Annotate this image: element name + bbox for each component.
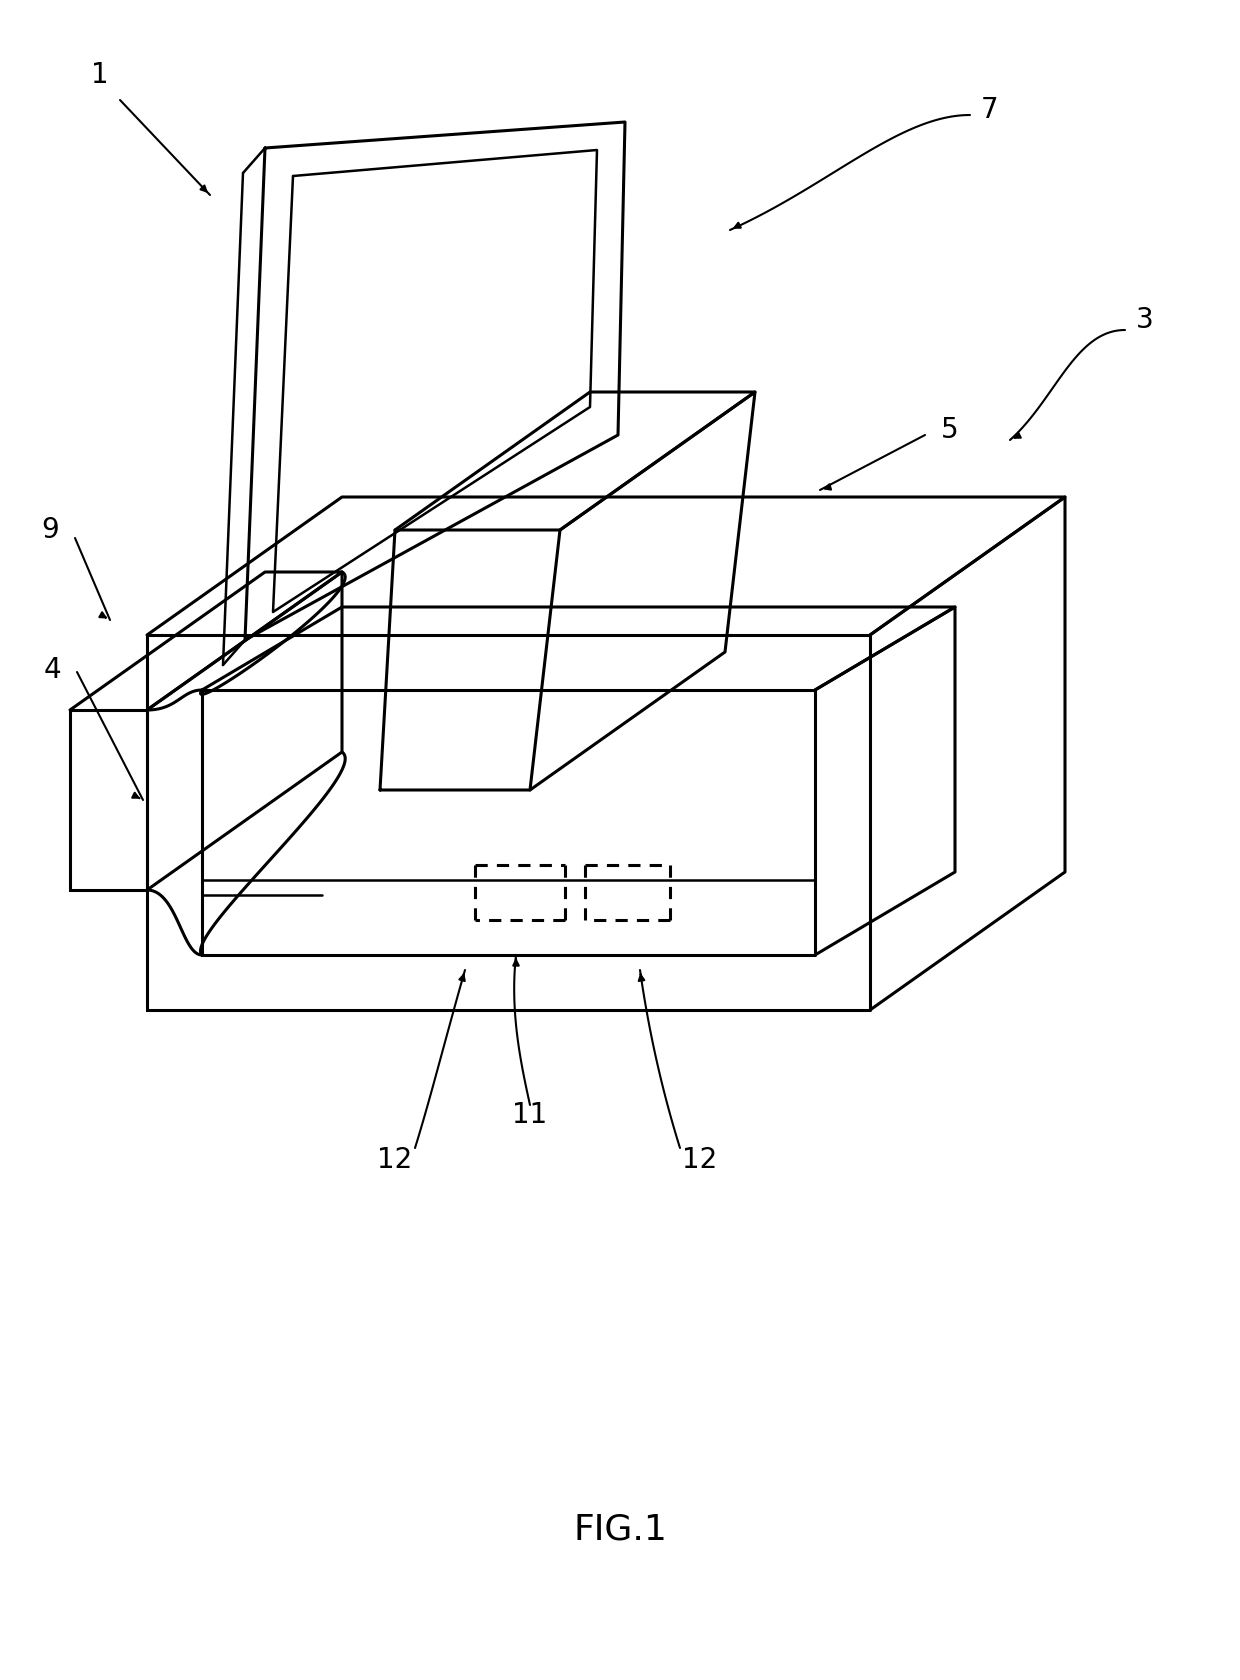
Text: 5: 5 <box>941 417 959 444</box>
Text: 12: 12 <box>377 1146 413 1174</box>
Text: FIG.1: FIG.1 <box>573 1514 667 1547</box>
Text: 11: 11 <box>512 1100 548 1129</box>
Text: 4: 4 <box>43 655 61 684</box>
Text: 12: 12 <box>682 1146 718 1174</box>
Text: 3: 3 <box>1136 306 1154 334</box>
Text: 1: 1 <box>92 60 109 89</box>
Text: 7: 7 <box>981 96 998 124</box>
Text: 9: 9 <box>41 516 58 544</box>
